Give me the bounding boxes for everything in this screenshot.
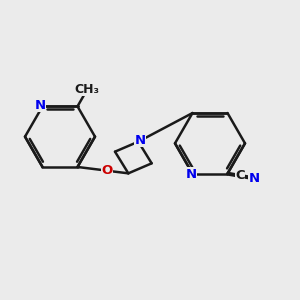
Text: CH₃: CH₃ [75,82,100,96]
Text: N: N [249,172,260,185]
Text: C: C [235,169,245,182]
Text: N: N [34,98,46,112]
Text: N: N [134,134,146,147]
Text: O: O [101,164,112,177]
Text: N: N [186,168,197,181]
